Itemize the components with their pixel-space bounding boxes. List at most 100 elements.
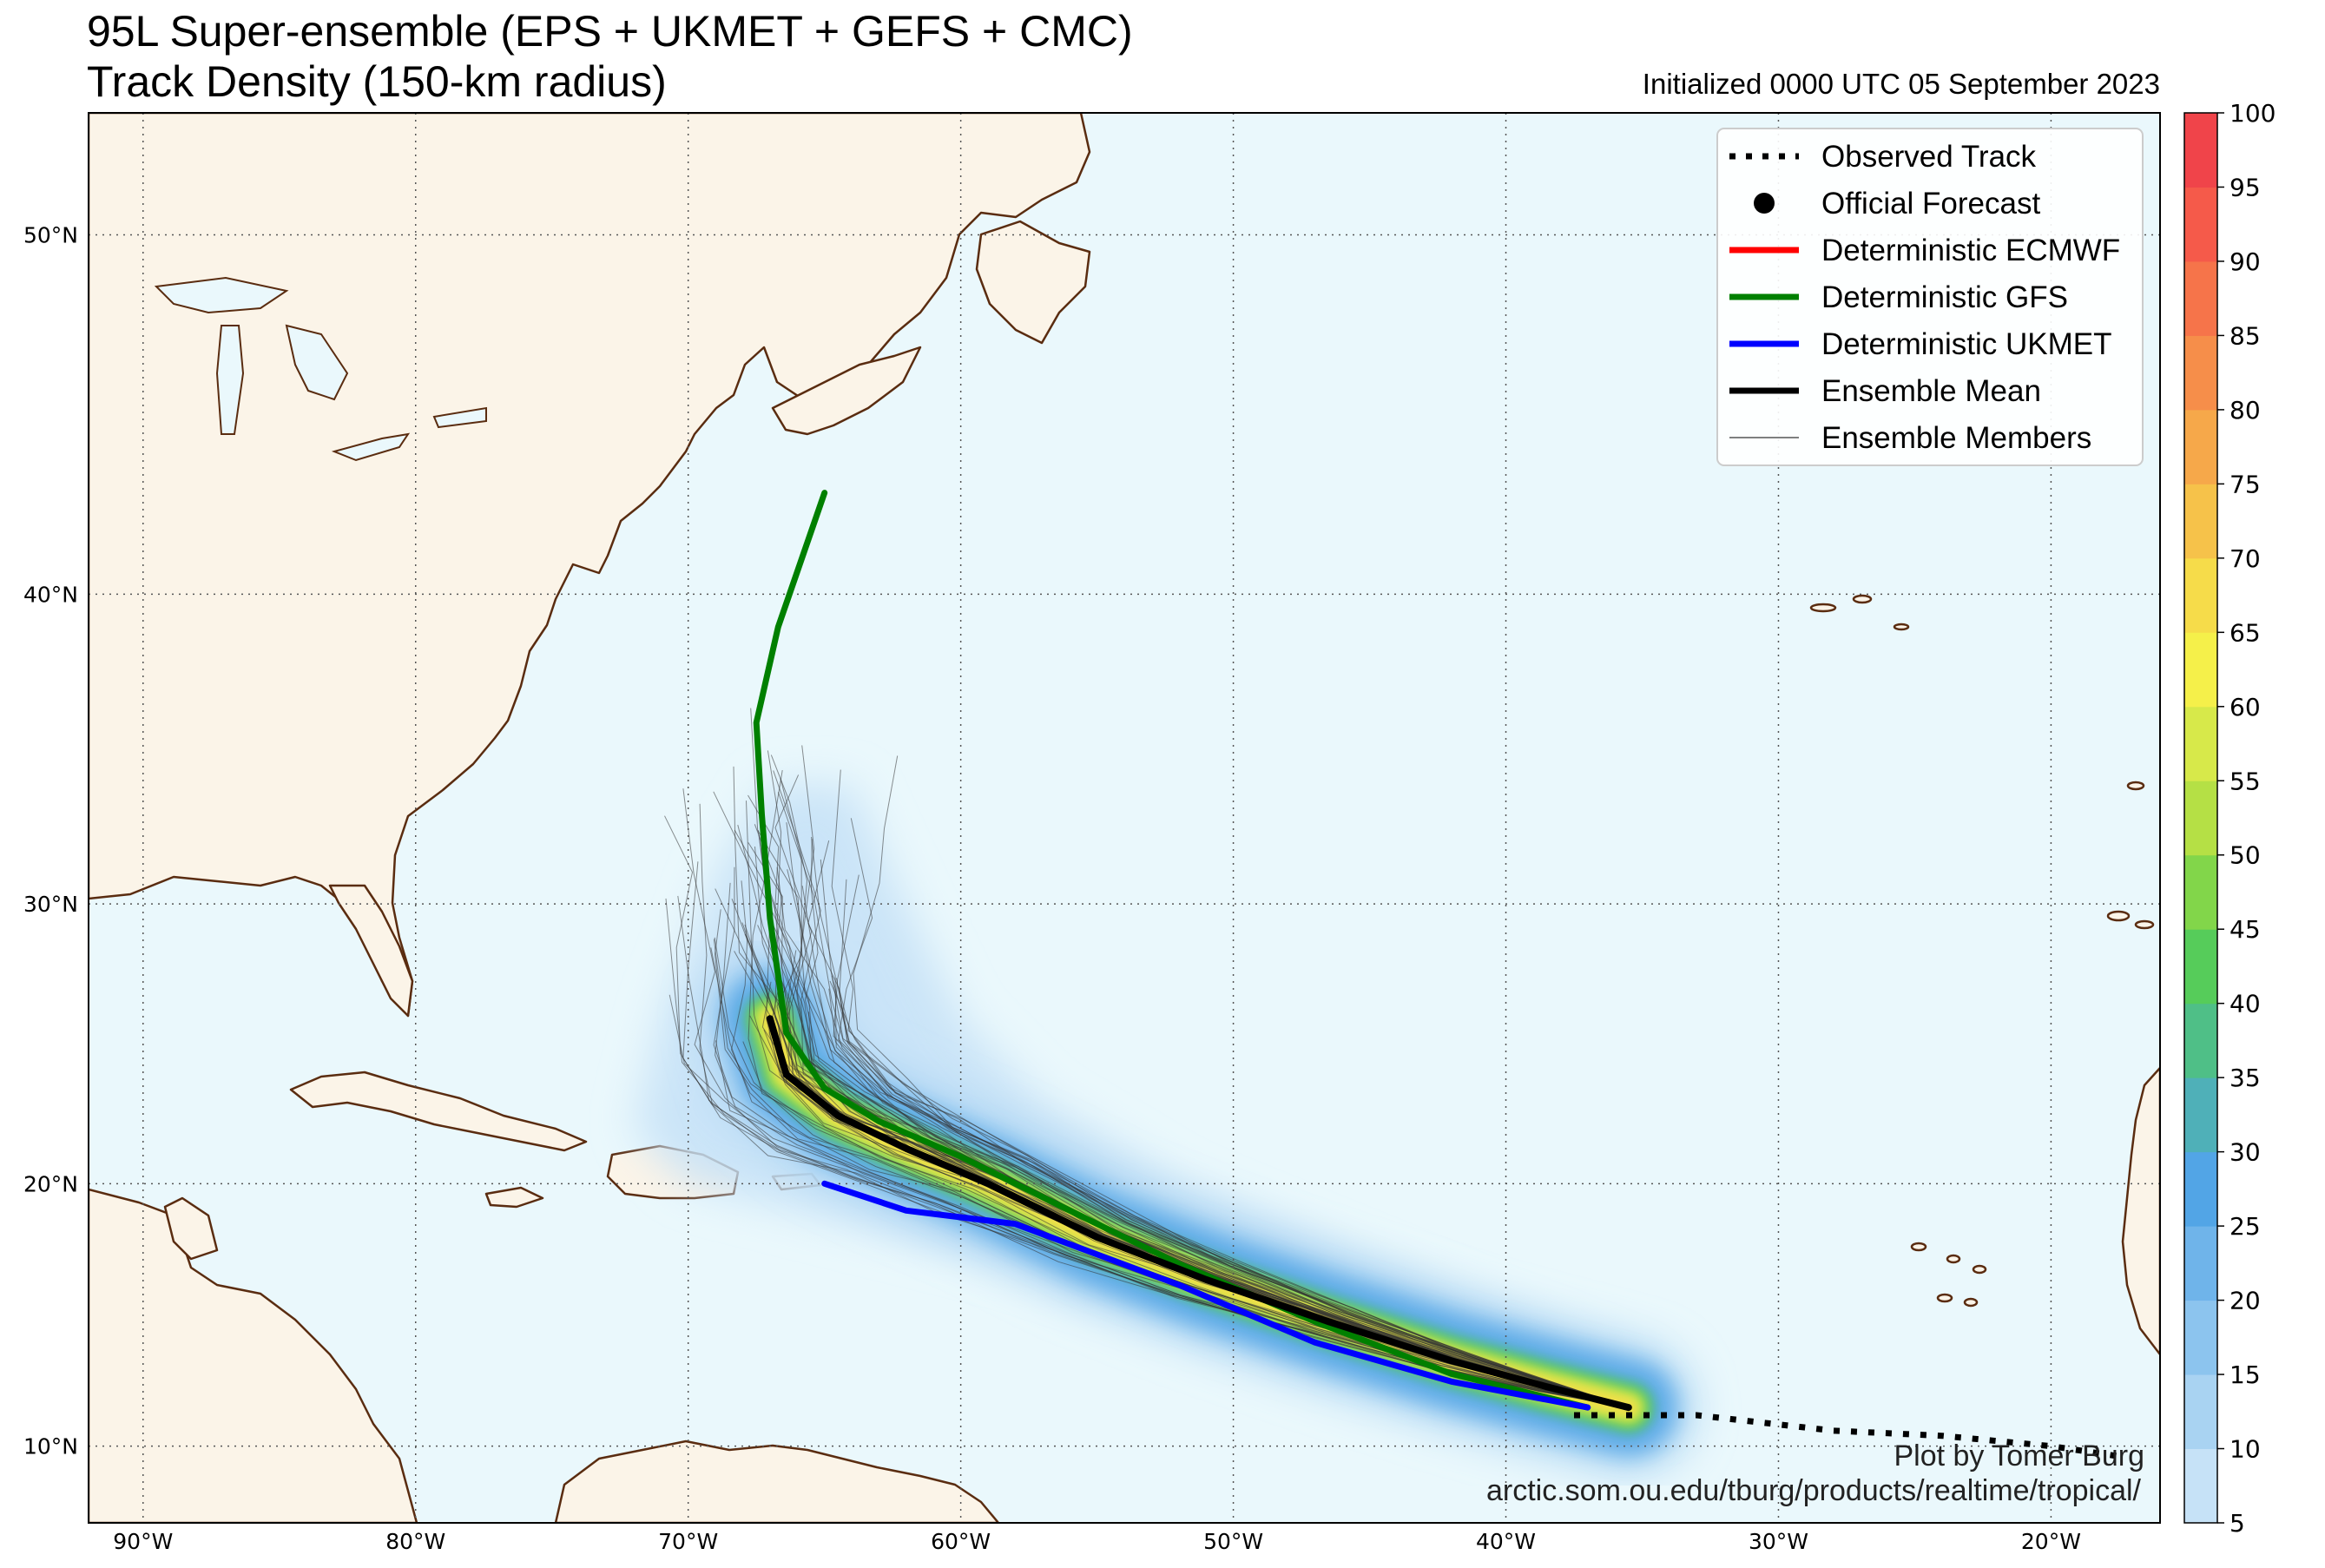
azores-island (1893, 623, 1910, 631)
colorbar-segment (2184, 557, 2217, 633)
cuba (289, 1071, 588, 1152)
madeira-island (2126, 781, 2145, 791)
colorbar-tick-label: 45 (2229, 915, 2261, 944)
colorbar-segment (2184, 1151, 2217, 1227)
legend-box (1716, 128, 2144, 466)
colorbar-tick-label: 25 (2229, 1212, 2261, 1241)
colorbar-tick-label: 35 (2229, 1064, 2261, 1092)
colorbar-tick-label: 5 (2229, 1509, 2245, 1538)
jamaica (484, 1186, 544, 1209)
colorbar-segment (2184, 854, 2217, 930)
colorbar-tick-label: 85 (2229, 321, 2261, 350)
lake-michigan (215, 325, 245, 435)
longitude-labels: 90°W 80°W 70°W 60°W 50°W 40°W 30°W 20°W (113, 1529, 2081, 1554)
colorbar-segment (2184, 632, 2217, 708)
ensemble-member-track (664, 815, 1629, 1408)
ensemble-member-track (770, 754, 1629, 1408)
colorbar-segment (2184, 484, 2217, 559)
africa-coast (2121, 1066, 2160, 1356)
legend-swatch (1754, 193, 1775, 214)
land-masses (89, 113, 2160, 1523)
legend[interactable]: Observed Track Official Forecast Determini… (1716, 128, 2144, 466)
lon-tick-label: 30°W (1749, 1529, 1808, 1554)
lat-tick-label: 10°N (23, 1434, 78, 1459)
legend-label: Deterministic UKMET (1821, 327, 2111, 361)
legend-item[interactable]: Deterministic ECMWF (1729, 234, 2120, 267)
lake-ontario (432, 406, 487, 429)
colorbar-frame (2183, 112, 2218, 1524)
colorbar-tick-label: 40 (2229, 990, 2261, 1018)
azores-island (1809, 603, 1837, 613)
ensemble-member-track (777, 792, 1629, 1408)
lon-tick-label: 90°W (113, 1529, 173, 1554)
colorbar-tick-label: 30 (2229, 1138, 2261, 1167)
colorbar-tick-label: 100 (2229, 99, 2276, 128)
lat-tick-label: 30°N (23, 892, 78, 917)
ensemble-mean-track (766, 1015, 1632, 1412)
lon-tick-label: 80°W (385, 1529, 445, 1554)
legend-item[interactable]: Deterministic UKMET (1729, 327, 2111, 361)
lon-tick-label: 70°W (658, 1529, 718, 1554)
cape-verde-island (1972, 1264, 1987, 1275)
colorbar-segment (2184, 706, 2217, 781)
latitude-labels: 10°N 20°N 30°N 40°N 50°N (23, 223, 78, 1459)
colorbar-segment (2184, 1300, 2217, 1375)
legend-label: Ensemble Members (1821, 421, 2091, 455)
colorbar-tick-label: 95 (2229, 173, 2261, 201)
legend-item[interactable]: Official Forecast (1754, 187, 2040, 221)
forecast-tracks (753, 490, 2120, 1459)
density-outer-10 (633, 784, 1670, 1420)
cape-verde-island (1963, 1297, 1979, 1308)
chart-title: 95L Super-ensemble (EPS + UKMET + GEFS +… (87, 7, 1133, 56)
colorbar-tick-label: 90 (2229, 247, 2261, 276)
legend-label: Official Forecast (1821, 187, 2040, 221)
colorbar-segment (2184, 1077, 2217, 1153)
colorbar-tick-label: 55 (2229, 767, 2261, 795)
canary-island (2106, 910, 2131, 922)
legend-item[interactable]: Deterministic GFS (1729, 280, 2068, 314)
colorbar-tick-label: 80 (2229, 396, 2261, 425)
lon-tick-label: 40°W (1476, 1529, 1536, 1554)
legend-label: Deterministic GFS (1821, 280, 2068, 314)
colorbar-segment (2184, 781, 2217, 856)
lon-tick-label: 50°W (1203, 1529, 1263, 1554)
colorbar-segment (2184, 1226, 2217, 1301)
colorbar-tick-label: 15 (2229, 1360, 2261, 1389)
lake-huron (285, 324, 349, 401)
cape-verde-island (1936, 1293, 1953, 1303)
lat-tick-label: 40°N (23, 582, 78, 607)
colorbar-segment (2184, 1374, 2217, 1450)
cape-verde-island (1910, 1242, 1927, 1252)
legend-label: Observed Track (1821, 140, 2037, 174)
colorbar-segment (2184, 260, 2217, 336)
colorbar-tick-label: 20 (2229, 1287, 2261, 1315)
ukmet-track (821, 1180, 1591, 1411)
initialized-timestamp: Initialized 0000 UTC 05 September 2023 (1642, 68, 2160, 100)
lake-erie (331, 432, 411, 462)
canary-island (2134, 919, 2155, 930)
colorbar-tick-label: 75 (2229, 470, 2261, 498)
legend-item[interactable]: Ensemble Mean (1729, 374, 2041, 408)
south-america (554, 1440, 1000, 1523)
credit-author: Plot by Tomer Burg (1894, 1440, 2144, 1472)
colorbar-segment (2184, 409, 2217, 484)
chart-subtitle: Track Density (150-km radius) (87, 57, 667, 106)
legend-item[interactable]: Observed Track (1729, 140, 2037, 174)
great-lakes (154, 276, 487, 462)
colorbar-tick-label: 70 (2229, 544, 2261, 573)
colorbar-tick-label: 60 (2229, 693, 2261, 721)
colorbar-segment (2184, 929, 2217, 1005)
legend-label: Deterministic ECMWF (1821, 234, 2120, 267)
colorbar-tick-label: 65 (2229, 618, 2261, 647)
observed-track (1574, 1412, 2120, 1459)
colorbar-tick-label: 10 (2229, 1435, 2261, 1464)
colorbar-tick-label: 50 (2229, 841, 2261, 870)
lon-tick-label: 20°W (2021, 1529, 2081, 1554)
yucatan (163, 1196, 219, 1261)
lat-tick-label: 50°N (23, 223, 78, 248)
lake-superior (154, 276, 289, 314)
legend-item[interactable]: Ensemble Members (1729, 421, 2091, 455)
azores-island (1852, 594, 1873, 604)
credit-url: arctic.som.ou.edu/tburg/products/realtim… (1486, 1474, 2142, 1507)
